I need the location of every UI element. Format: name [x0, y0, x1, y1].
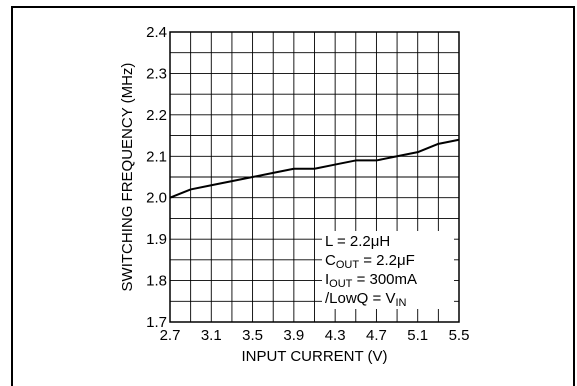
- annotation-line: /LowQ = VIN: [325, 290, 407, 309]
- annotation-line: IOUT = 300mA: [325, 271, 417, 290]
- y-tick-label: 2.3: [146, 65, 167, 82]
- x-axis-title: INPUT CURRENT (V): [241, 348, 387, 365]
- x-tick-label: 5.5: [449, 327, 470, 344]
- annotation-line: L = 2.2μH: [325, 233, 390, 250]
- series-line: [169, 138, 460, 199]
- y-tick-label: 1.8: [146, 273, 167, 290]
- annotation-background: [322, 231, 454, 309]
- y-tick-label: 1.9: [146, 231, 167, 248]
- tick-labels: 2.7 3.1 3.5 3.9 4.3 4.7 5.1 5.5 1.7 1.8 1.9 2.0 2.1 2…: [146, 24, 469, 344]
- data-series: [169, 138, 460, 199]
- y-tick-label: 2.0: [146, 190, 167, 207]
- y-tick-label: 1.7: [146, 314, 167, 331]
- plot-area-border: [169, 31, 460, 323]
- x-tick-label: 3.1: [201, 327, 222, 344]
- x-tick-label: 3.5: [242, 327, 263, 344]
- y-axis-title: SWITCHING FREQUENCY (MHz): [119, 63, 136, 292]
- x-tick-label: 4.7: [366, 327, 387, 344]
- x-tick-label: 5.1: [407, 327, 428, 344]
- y-tick-label: 2.2: [146, 107, 167, 124]
- x-tick-label: 4.3: [325, 327, 346, 344]
- y-tick-label: 2.4: [146, 24, 167, 41]
- y-tick-label: 2.1: [146, 148, 167, 165]
- x-tick-label: 3.9: [283, 327, 304, 344]
- x-tick-label: 2.7: [160, 327, 181, 344]
- annotation-line: COUT = 2.2μF: [325, 252, 415, 271]
